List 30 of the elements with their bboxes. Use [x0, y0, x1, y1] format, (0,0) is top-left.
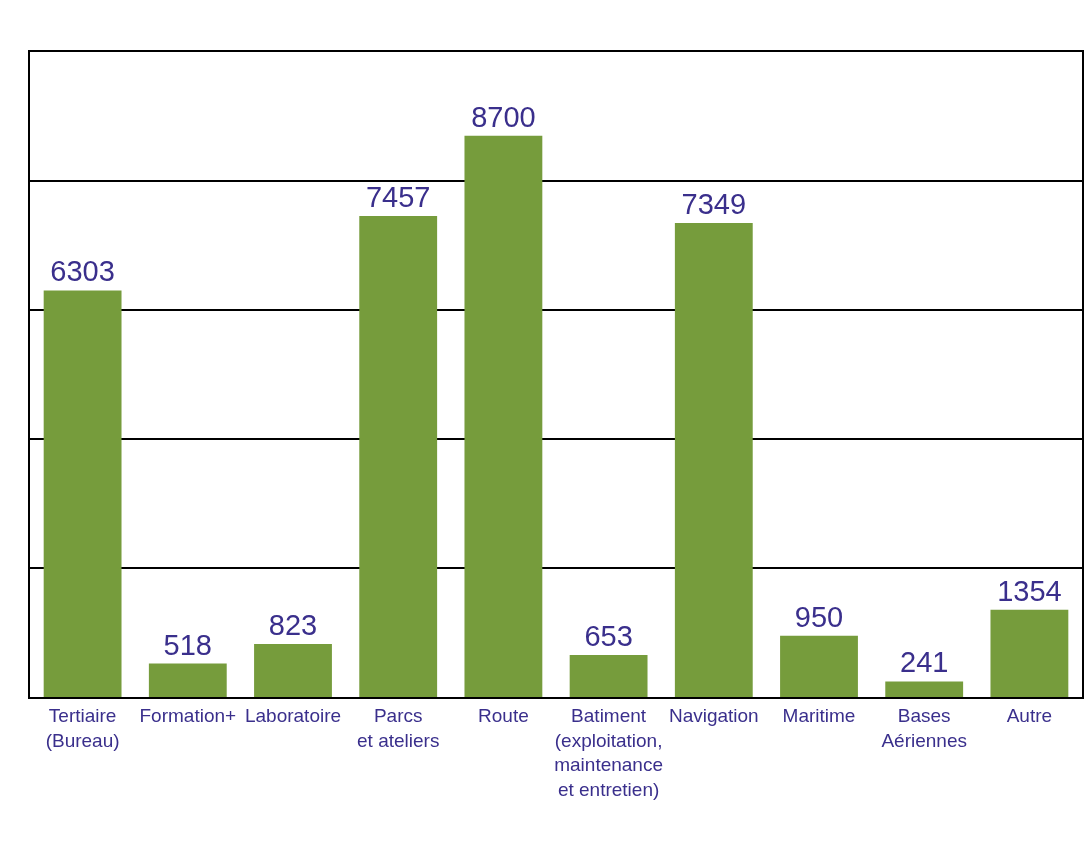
x-tick-label: Maritime	[782, 704, 856, 726]
bar	[148, 663, 227, 697]
data-label: 653	[584, 619, 633, 652]
x-tick-label: Formation+	[139, 704, 237, 726]
bar	[569, 654, 648, 697]
bar	[674, 222, 753, 697]
bar	[990, 609, 1069, 697]
x-tick-label: Autre	[1006, 704, 1053, 726]
bar	[43, 290, 122, 697]
bar	[780, 635, 858, 697]
bar	[885, 681, 964, 697]
x-tick-label: Laboratoire	[244, 704, 342, 726]
x-tick-label: Parcs et ateliers	[357, 704, 440, 751]
x-tick-label: Navigation	[668, 704, 759, 726]
bar	[464, 135, 543, 697]
bar	[359, 216, 438, 697]
data-label: 6303	[50, 255, 115, 288]
data-label: 950	[794, 600, 844, 633]
x-tick-label: Bases Aériennes	[881, 704, 967, 751]
x-tick-label: Batiment (exploitation, maintenance et entretien)	[554, 704, 663, 800]
data-label: 8700	[471, 100, 536, 133]
data-label: 7349	[681, 187, 747, 220]
data-label: 1354	[997, 574, 1062, 607]
data-label: 823	[268, 608, 318, 641]
data-label: 241	[900, 646, 949, 679]
x-tick-label: Tertiaire (Bureau)	[45, 704, 120, 751]
bar	[254, 643, 332, 697]
data-label: 7457	[365, 181, 431, 214]
data-label: 518	[163, 628, 212, 661]
x-tick-label: Route	[478, 704, 529, 726]
